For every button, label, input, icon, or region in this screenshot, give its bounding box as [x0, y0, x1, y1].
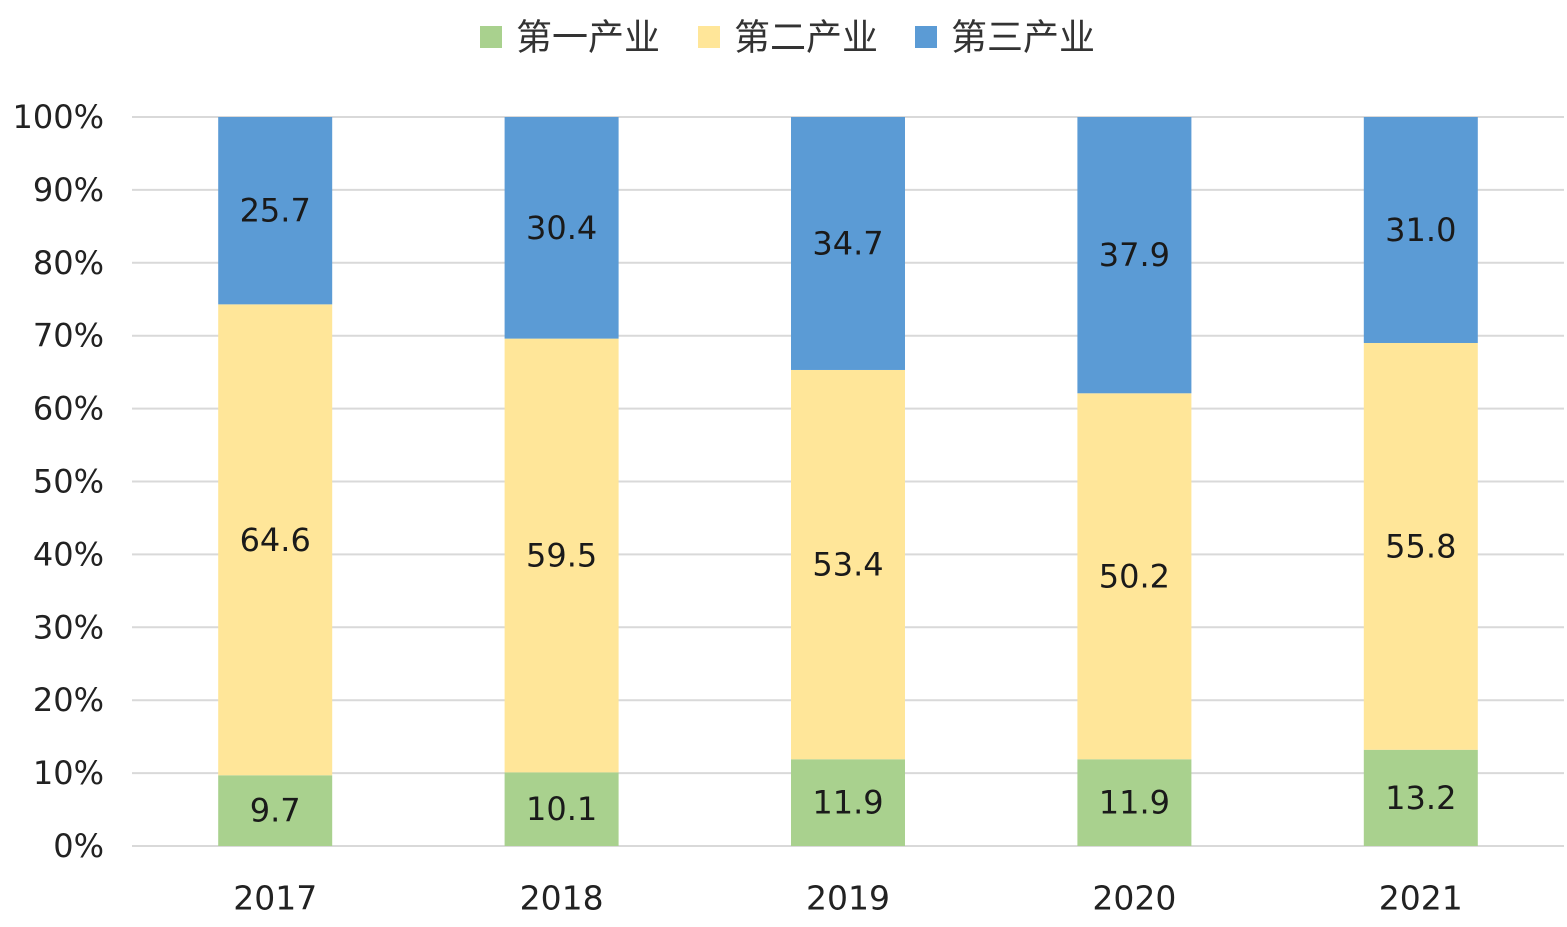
y-tick-label: 40%	[33, 535, 104, 573]
legend-swatch	[915, 26, 937, 48]
bar-segment	[504, 338, 619, 773]
y-tick-label: 30%	[33, 608, 104, 646]
bar-segment	[1077, 393, 1192, 760]
bar-segment	[791, 117, 905, 370]
legend-label: 第一产业	[516, 18, 660, 59]
data-label: 11.9	[812, 784, 883, 822]
bar-segment	[218, 775, 333, 846]
x-tick-label: 2020	[1092, 879, 1176, 918]
bar-segment	[1363, 117, 1478, 343]
bar-segment	[1077, 759, 1192, 846]
data-label: 9.7	[250, 792, 301, 830]
y-tick-label: 80%	[33, 244, 104, 282]
y-tick-label: 0%	[53, 827, 104, 865]
data-label: 50.2	[1099, 557, 1170, 595]
bar-segment	[1077, 117, 1192, 394]
x-tick-label: 2019	[806, 879, 890, 918]
data-label: 13.2	[1385, 779, 1456, 817]
y-tick-label: 90%	[33, 171, 104, 209]
y-tick-label: 60%	[33, 390, 104, 428]
x-tick-label: 2021	[1379, 879, 1463, 918]
data-label: 34.7	[812, 224, 883, 262]
data-label: 25.7	[240, 192, 311, 230]
bar-segment	[1363, 342, 1478, 750]
x-tick-label: 2017	[233, 879, 317, 918]
data-label: 10.1	[526, 790, 597, 828]
data-label: 53.4	[812, 546, 883, 584]
data-label: 11.9	[1099, 784, 1170, 822]
y-tick-label: 100%	[13, 98, 104, 136]
bar-segment	[791, 759, 905, 846]
y-tick-label: 70%	[33, 317, 104, 355]
bar-segment	[504, 772, 619, 846]
y-tick-label: 20%	[33, 681, 104, 719]
bars: 9.7 64.6 25.7 10.1 59.5 30.4 11.9 53.4 34.7 11.9 5…	[218, 117, 1478, 846]
y-axis: 0% 10% 20% 30% 40% 50% 60% 70% 80% 90% 100%	[13, 98, 104, 865]
data-label: 30.4	[526, 209, 597, 247]
data-label: 37.9	[1099, 236, 1170, 274]
y-tick-label: 10%	[33, 754, 104, 792]
x-axis: 2017 2018 2019 2020 2021	[233, 879, 1463, 918]
data-label: 64.6	[240, 521, 311, 559]
legend-label: 第二产业	[734, 18, 878, 59]
bar-segment	[218, 304, 333, 776]
x-tick-label: 2018	[520, 879, 604, 918]
data-label: 55.8	[1385, 527, 1456, 565]
legend: 第一产业 第二产业 第三产业	[480, 18, 1095, 59]
bar-segment	[218, 117, 333, 305]
bar-segment	[1363, 749, 1478, 846]
data-label: 59.5	[526, 536, 597, 574]
bar-segment	[504, 117, 619, 339]
legend-swatch	[480, 26, 502, 48]
y-tick-label: 50%	[33, 463, 104, 501]
legend-label: 第三产业	[951, 18, 1095, 59]
bar-segment	[791, 369, 905, 760]
data-label: 31.0	[1385, 211, 1456, 249]
legend-swatch	[698, 26, 720, 48]
